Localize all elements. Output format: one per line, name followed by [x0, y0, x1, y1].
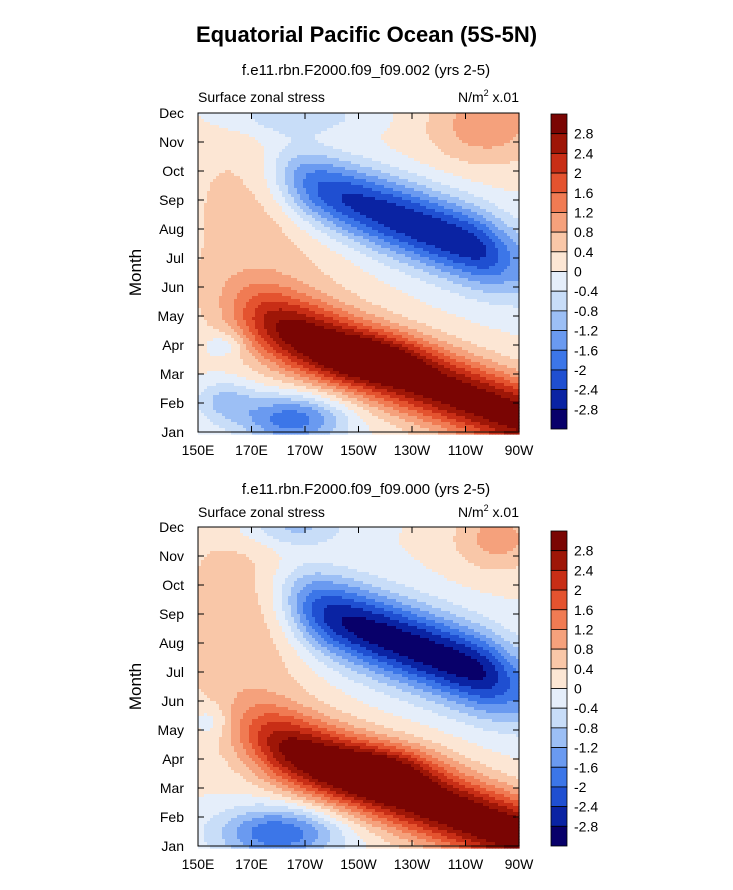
units-label: N/m2 x.01 — [458, 88, 519, 105]
variable-label: Surface zonal stress — [198, 89, 325, 105]
panel-subtitle: f.e11.rbn.F2000.f09_f09.002 (yrs 2-5) — [242, 62, 490, 79]
figure-canvas: f.e11.rbn.F2000.f09_f09.002 (yrs 2-5) Sur… — [0, 0, 733, 890]
contour-field — [198, 113, 520, 435]
panel-1: f.e11.rbn.F2000.f09_f09.002 (yrs 2-5) Sur… — [126, 62, 598, 458]
